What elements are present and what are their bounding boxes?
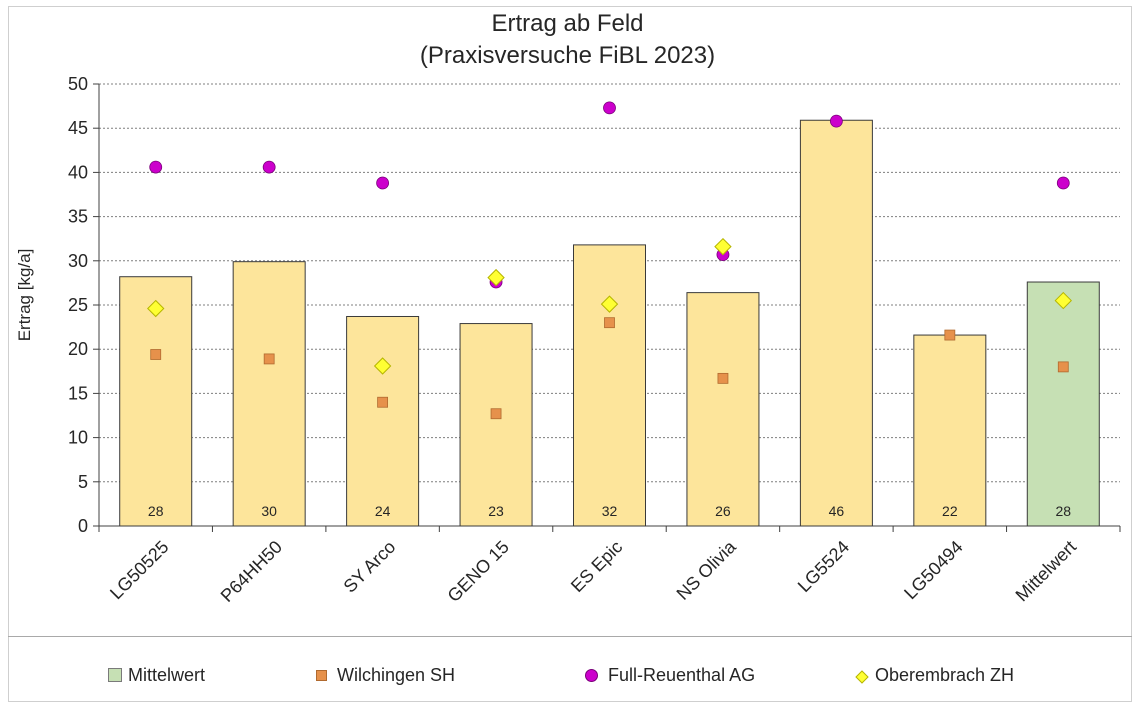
bar-data-label: 23 [488,503,504,519]
chart-plot: 0 5 10 15 20 25 30 35 40 45 50 Ertrag [kg/a] 28 30 24 2… [15,74,1121,606]
y-tick-label: 15 [68,383,88,403]
bar [686,292,760,527]
x-tick-label: LG50494 [900,537,967,604]
y-axis-label: Ertrag [kg/a] [15,249,34,342]
legend-item-mittelwert: Mittelwert [108,662,205,688]
x-tick-label: ES Epic [567,537,626,596]
oberembrach-point [1054,291,1072,310]
legend-item-wilchingen: Wilchingen SH [316,662,455,688]
wilchingen-point [717,372,729,384]
legend-diamond-icon [855,668,869,684]
x-tick-label: LG50525 [106,537,173,604]
y-tick-label: 45 [68,118,88,138]
full-reuenthal-point [603,101,616,115]
legend-square-icon [316,669,327,681]
bar-data-label: 26 [715,503,731,519]
legend-item-full-reuenthal: Full-Reuenthal AG [585,662,755,688]
y-tick-label: 0 [78,516,88,536]
x-tick-label: GENO 15 [444,537,513,606]
oberembrach-point [600,295,619,313]
wilchingen-point [944,329,956,341]
bar [119,276,193,527]
bar-data-label: 30 [261,503,277,519]
legend: Mittelwert Wilchingen SH Full-Reuenthal … [0,662,1135,688]
y-tick-label: 50 [68,74,88,94]
chart-subtitle: (Praxisversuche FiBL 2023) [419,42,716,69]
x-tick-label: NS Olivia [673,536,741,604]
oberembrach-point [373,357,392,375]
legend-square-box-icon [108,668,122,682]
oberembrach-point [487,268,505,287]
bar [232,261,306,527]
bar [573,244,646,527]
wilchingen-point [490,408,502,420]
y-tick-label: 20 [68,339,88,359]
oberembrach-point [714,237,732,256]
bar [459,323,533,527]
bar-data-label: 22 [942,503,958,519]
bar [1026,281,1100,527]
wilchingen-point [377,396,389,408]
wilchingen-point [1057,361,1069,373]
x-tick-label: LG5524 [794,537,853,596]
wilchingen-point [263,353,275,365]
legend-divider [8,636,1132,637]
y-tick-label: 25 [68,295,88,315]
legend-label: Oberembrach ZH [875,664,1015,685]
y-tick-label: 30 [68,251,88,271]
bar [346,315,420,527]
bar [913,334,987,527]
x-tick-label: Mittelwert [1012,537,1081,606]
legend-label: Wilchingen SH [337,664,456,685]
wilchingen-point [150,349,162,360]
y-tick-label: 10 [68,428,88,448]
full-reuenthal-point [376,176,390,190]
full-reuenthal-point [262,160,276,174]
bar-data-label: 28 [1055,503,1071,519]
y-tick-label: 5 [78,472,88,492]
full-reuenthal-point [1056,176,1070,190]
bar [799,119,873,527]
legend-label: Mittelwert [128,664,206,685]
y-tick-label: 35 [68,207,88,227]
legend-label: Full-Reuenthal AG [608,664,756,685]
oberembrach-point [147,299,165,318]
x-tick-label: SY Arco [340,537,400,597]
full-reuenthal-point [829,114,843,128]
wilchingen-point [604,317,615,329]
bar-data-label: 46 [829,503,845,519]
full-reuenthal-point [149,160,163,174]
x-tick-label: P64HH50 [217,537,286,606]
bar-data-label: 24 [375,503,391,519]
bar-data-label: 32 [602,503,618,519]
chart-title: Ertrag ab Feld [491,10,644,37]
bar-data-label: 28 [148,503,164,519]
legend-item-oberembrach: Oberembrach ZH [855,662,1014,688]
legend-circle-icon [585,668,598,682]
y-tick-label: 40 [68,162,88,182]
